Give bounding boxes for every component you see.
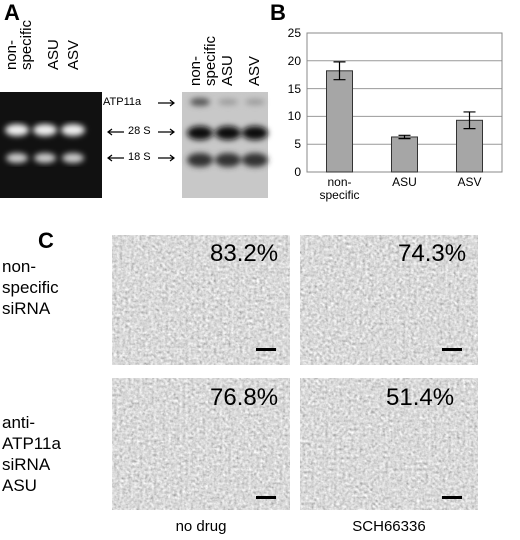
marker-label: 18 S xyxy=(128,151,151,163)
error-bar xyxy=(463,111,476,130)
row-label: non-specific siRNA xyxy=(2,257,59,318)
x-tick-label: non-specific xyxy=(319,175,360,202)
y-tick-label: 10 xyxy=(287,109,301,124)
x-tick-label: ASU xyxy=(392,175,417,189)
percentage: 74.3% xyxy=(398,240,467,267)
y-tick-label: 0 xyxy=(294,165,301,179)
y-tick-label: 5 xyxy=(294,137,301,152)
lane-label: ASV xyxy=(246,55,263,86)
marker-label: 28 S xyxy=(128,125,151,137)
lane-label: ASU xyxy=(45,39,62,70)
y-tick-label: 15 xyxy=(287,81,301,96)
percentage: 76.8% xyxy=(210,384,279,411)
panel-label: B xyxy=(270,0,286,25)
error-bar xyxy=(333,61,346,81)
x-tick-label: ASV xyxy=(457,175,482,189)
panel-label: C xyxy=(38,228,54,253)
column-label: SCH66336 xyxy=(352,518,426,535)
gel-right xyxy=(182,92,268,198)
column-label: no drug xyxy=(175,518,227,535)
percentage: 83.2% xyxy=(210,240,279,267)
gel-right-bands xyxy=(187,98,268,167)
row-label: anti-ATP11a siRNA ASU xyxy=(2,413,61,495)
panel-label: A xyxy=(4,0,20,25)
arrows xyxy=(107,99,175,162)
lane-label: ASV xyxy=(65,39,82,70)
gel-left-bands xyxy=(5,124,85,163)
lane-label: non-specific xyxy=(187,35,219,86)
marker-label: ATP11a xyxy=(103,96,142,108)
lane-label: non-specific xyxy=(3,19,35,70)
error-bar xyxy=(398,134,411,140)
bar xyxy=(326,70,353,173)
micrographs xyxy=(112,235,478,510)
gel-left xyxy=(0,92,102,198)
y-tick-label: 20 xyxy=(287,53,301,68)
bar xyxy=(391,136,418,173)
y-tick-label: 25 xyxy=(287,26,301,40)
lane-label: ASU xyxy=(219,55,236,86)
percentage: 51.4% xyxy=(386,384,455,411)
